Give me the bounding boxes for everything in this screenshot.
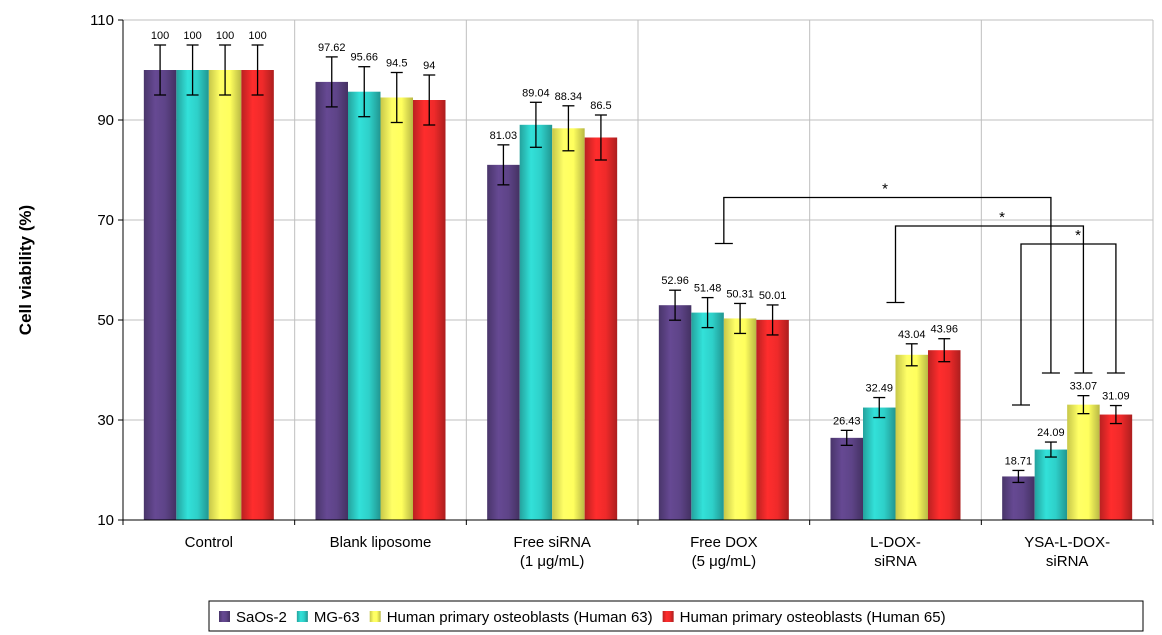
significance-star: * xyxy=(882,181,888,198)
bar xyxy=(658,305,692,520)
legend: SaOs-2 MG-63 Human primary osteoblasts (Hu… xyxy=(208,600,1144,632)
data-label: 31.09 xyxy=(1102,391,1130,403)
x-category-label: siRNA xyxy=(1046,553,1089,570)
data-label: 81.03 xyxy=(490,130,518,142)
data-label: 50.31 xyxy=(726,288,754,300)
bar xyxy=(756,319,789,520)
legend-box xyxy=(208,600,1144,632)
x-category-label: Free DOX xyxy=(690,534,758,551)
bar xyxy=(895,354,928,520)
x-category-labels: Control Blank liposome Free siRNA (1 μg/mL)… xyxy=(185,534,1110,570)
axes xyxy=(118,19,1154,525)
bar xyxy=(519,124,553,521)
legend-swatch xyxy=(219,611,230,622)
significance-star: * xyxy=(1075,227,1081,244)
legend-swatch xyxy=(369,611,381,622)
bar xyxy=(208,70,242,520)
gridlines xyxy=(123,19,1154,520)
significance-brackets: * * * xyxy=(714,181,1125,406)
y-tick-label: 10 xyxy=(97,512,114,529)
y-tick-label: 50 xyxy=(97,312,114,329)
x-category-label: Control xyxy=(185,534,233,551)
data-label: 43.04 xyxy=(898,329,926,341)
data-label: 100 xyxy=(248,30,266,42)
x-category-label: (5 μg/mL) xyxy=(692,553,757,570)
bar xyxy=(1067,404,1100,520)
bar xyxy=(487,164,520,520)
y-tick-label: 70 xyxy=(97,212,114,229)
data-label: 89.04 xyxy=(522,87,550,99)
data-label: 51.48 xyxy=(694,283,722,295)
y-tick-labels: 10 30 50 70 90 110 xyxy=(90,12,114,529)
x-category-label: YSA-L-DOX- xyxy=(1024,534,1110,551)
bar xyxy=(691,312,724,520)
data-label: 32.49 xyxy=(865,383,893,395)
data-label: 33.07 xyxy=(1070,381,1098,393)
error-bars-group xyxy=(154,44,1122,484)
significance-bracket xyxy=(894,225,1085,373)
data-label: 94.5 xyxy=(386,58,407,70)
significance-bracket xyxy=(1020,243,1117,405)
bar xyxy=(413,100,446,520)
data-label: 18.71 xyxy=(1005,455,1033,467)
x-category-label: siRNA xyxy=(874,553,917,570)
data-label: 97.62 xyxy=(318,42,346,54)
bar xyxy=(176,70,209,520)
legend-entry: Human primary osteoblasts (Human 63) xyxy=(387,609,653,626)
bar xyxy=(723,318,757,520)
legend-entry: MG-63 xyxy=(314,609,360,626)
data-labels-group: 100 97.62 81.03 52.96 26.43 18.71 100 95.66 89.0… xyxy=(151,30,1130,467)
significance-star: * xyxy=(999,209,1005,226)
y-tick-label: 90 xyxy=(97,112,114,129)
data-label: 86.5 xyxy=(590,100,611,112)
data-label: 100 xyxy=(216,30,234,42)
bar xyxy=(143,70,177,520)
bar xyxy=(241,70,274,520)
bar xyxy=(830,437,863,520)
data-label: 43.96 xyxy=(930,324,958,336)
bar xyxy=(584,137,618,520)
legend-swatch xyxy=(296,611,308,622)
y-axis-label: Cell viability (%) xyxy=(16,205,35,335)
data-label: 52.96 xyxy=(661,275,689,287)
data-label: 88.34 xyxy=(555,91,583,103)
legend-entry: Human primary osteoblasts (Human 65) xyxy=(680,609,946,626)
data-label: 26.43 xyxy=(833,415,861,427)
bar xyxy=(1034,449,1068,520)
data-label: 24.09 xyxy=(1037,427,1065,439)
significance-bracket xyxy=(723,196,1052,373)
bar xyxy=(928,350,961,520)
bar xyxy=(380,97,413,520)
bar xyxy=(863,407,896,520)
legend-entry: SaOs-2 xyxy=(236,609,287,626)
data-label: 94 xyxy=(423,60,435,72)
bar xyxy=(348,91,381,520)
y-tick-label: 110 xyxy=(90,12,114,29)
x-category-label: Blank liposome xyxy=(330,534,432,551)
bars-group xyxy=(143,70,1133,521)
data-label: 100 xyxy=(151,30,169,42)
bar xyxy=(1099,414,1133,520)
data-label: 50.01 xyxy=(759,290,787,302)
x-category-label: L-DOX- xyxy=(870,534,921,551)
data-label: 100 xyxy=(183,30,201,42)
x-category-label: (1 μg/mL) xyxy=(520,553,585,570)
bar xyxy=(1002,476,1035,520)
bar xyxy=(315,81,348,521)
y-tick-label: 30 xyxy=(97,412,114,429)
bar xyxy=(552,128,585,521)
x-category-label: Free siRNA xyxy=(513,534,591,551)
legend-swatch xyxy=(662,611,674,622)
data-label: 95.66 xyxy=(350,52,378,64)
